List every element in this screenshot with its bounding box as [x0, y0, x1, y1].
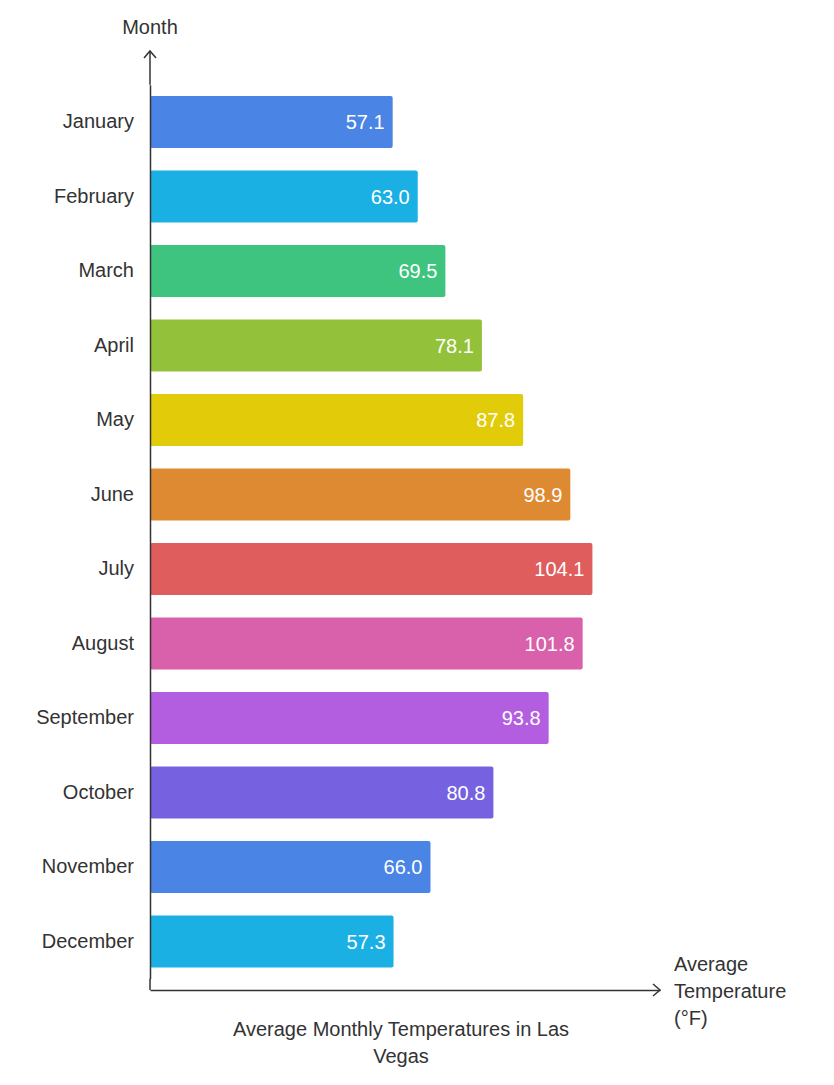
y-tick-label: September [36, 706, 134, 728]
bar [150, 96, 393, 148]
bar [150, 245, 445, 297]
text-line: Temperature [674, 980, 786, 1002]
y-tick: February [54, 185, 150, 207]
chart: 57.1 63.0 69.5 78.1 87.8 98.9 104.1 101.8 93.8 80… [0, 0, 834, 1085]
bar [150, 468, 570, 520]
y-tick: November [42, 855, 150, 877]
y-tick: October [63, 781, 150, 803]
axis-arrows [144, 51, 660, 996]
title: Average Monthly Temperatures in Las Vegas [233, 1018, 569, 1067]
bars [150, 96, 592, 968]
data-label: 57.3 [347, 931, 386, 953]
y-tick-label: February [54, 185, 134, 207]
data-label: 93.8 [502, 707, 541, 729]
y-tick: December [42, 930, 150, 952]
bar [150, 319, 482, 371]
y-tick: September [36, 706, 150, 728]
data-label: 98.9 [523, 484, 562, 506]
bar [150, 915, 394, 967]
y-tick-label: April [94, 334, 134, 356]
y-tick: January [63, 110, 150, 132]
data-label: 101.8 [525, 633, 575, 655]
y-tick: May [96, 408, 150, 430]
y-axis-extension [149, 979, 151, 990]
data-label: 57.1 [346, 111, 385, 133]
bar [150, 766, 493, 818]
y-tick-label: October [63, 781, 134, 803]
data-label: 63.0 [371, 186, 410, 208]
text-line: (°F) [674, 1007, 708, 1029]
data-label: 87.8 [476, 409, 515, 431]
data-label: 104.1 [534, 558, 584, 580]
y-tick: June [91, 483, 150, 505]
text-line: Average [674, 953, 748, 975]
y-tick-label: December [42, 930, 135, 952]
y-tick-label: July [98, 557, 134, 579]
data-label: 78.1 [435, 335, 474, 357]
x-axis [151, 990, 661, 991]
bar [150, 617, 583, 669]
y-tick-label: May [96, 408, 134, 430]
y-tick-label: January [63, 110, 134, 132]
data-label: 80.8 [446, 782, 485, 804]
y-tick: July [98, 557, 150, 579]
y-tick: April [94, 334, 150, 356]
data-label: 66.0 [384, 856, 423, 878]
bar [150, 841, 431, 893]
y-tick: March [78, 259, 150, 281]
text-line: Average Monthly Temperatures in Las [233, 1018, 569, 1040]
y-axis-title: Month [122, 16, 178, 38]
y-axis: January February March April May June July Augu… [36, 85, 150, 979]
x-arrowhead [653, 984, 660, 996]
y-tick-label: June [91, 483, 134, 505]
bar [150, 692, 549, 744]
y-axis-extension [149, 52, 151, 85]
bar [150, 543, 592, 595]
y-arrowhead [144, 51, 156, 58]
data-label: 69.5 [398, 260, 437, 282]
text-line: Vegas [373, 1045, 429, 1067]
data-labels: 57.1 63.0 69.5 78.1 87.8 98.9 104.1 101.8 93.8 80… [346, 111, 585, 953]
bar [150, 170, 418, 222]
y-axis-line [150, 85, 152, 979]
bar [150, 394, 523, 446]
y-tick-label: August [72, 632, 135, 654]
y-tick: August [72, 632, 150, 654]
x-axis-title: Average Temperature (°F) [674, 953, 786, 1029]
y-tick-label: November [42, 855, 135, 877]
y-tick-label: March [78, 259, 134, 281]
x-axis-line [151, 990, 661, 992]
